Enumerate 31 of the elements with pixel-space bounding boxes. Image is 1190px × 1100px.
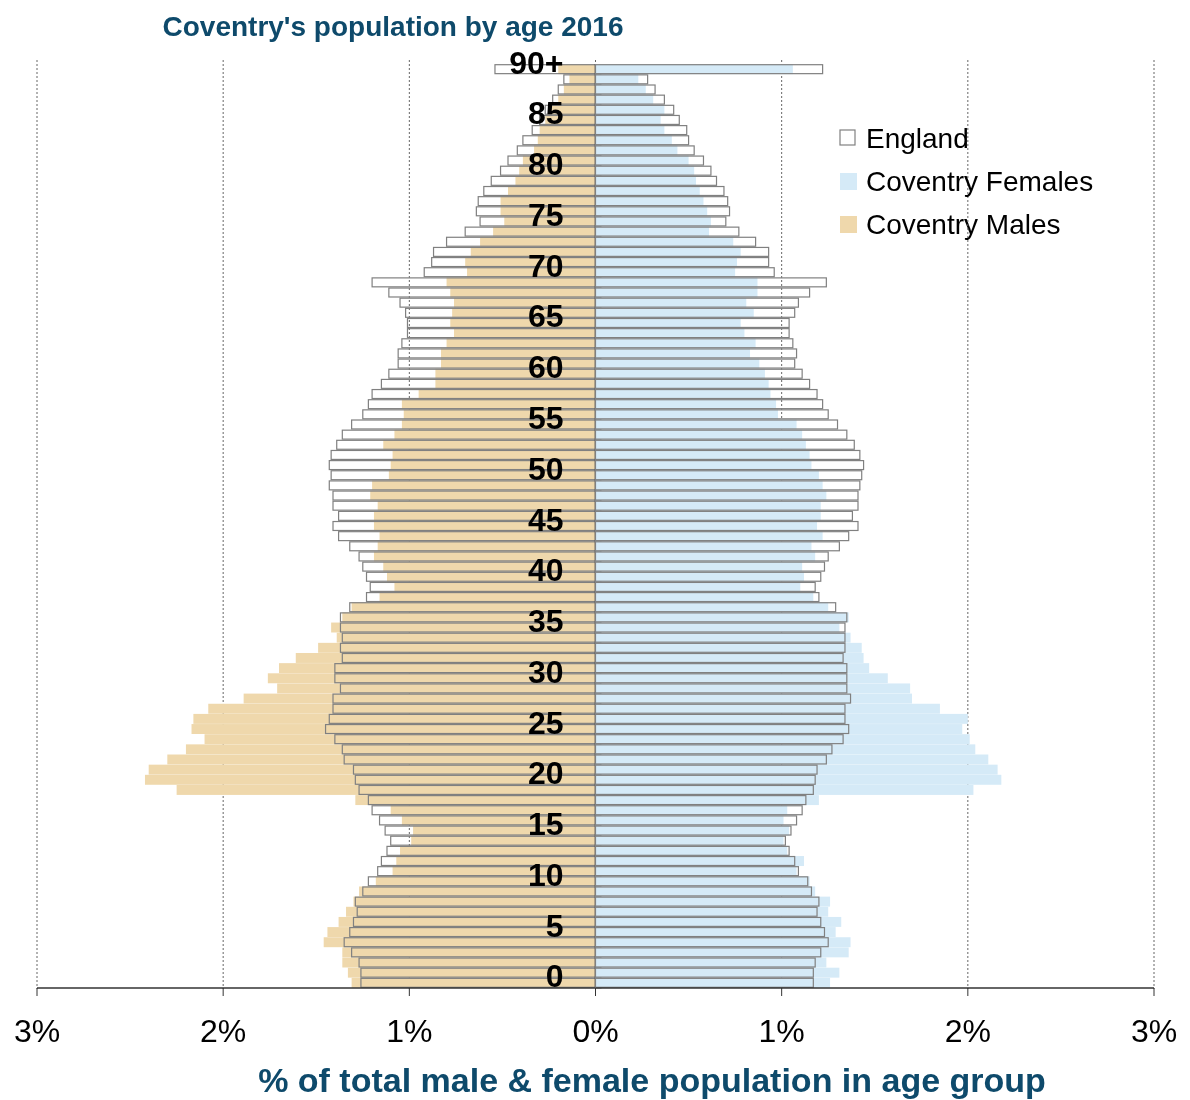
x-axis-title: % of total male & female population in age group <box>258 1061 1046 1099</box>
y-tick-label: 65 <box>527 298 564 335</box>
y-tick-label: 45 <box>527 501 564 538</box>
y-tick-label: 90+ <box>509 44 564 81</box>
y-tick-label: 60 <box>527 349 564 386</box>
y-tick-label: 70 <box>527 247 564 284</box>
legend-label: Coventry Females <box>866 165 1094 197</box>
y-tick-label: 25 <box>527 704 564 741</box>
y-tick-label: 20 <box>527 755 564 792</box>
y-tick-label: 85 <box>527 95 564 132</box>
x-tick-label: 2% <box>200 1013 247 1049</box>
y-tick-label: 40 <box>527 552 564 589</box>
legend-label: England <box>866 122 969 154</box>
y-tick-label: 0 <box>545 958 564 995</box>
x-tick-label: 2% <box>944 1013 991 1049</box>
y-tick-label: 80 <box>527 146 564 183</box>
y-tick-label: 30 <box>527 653 564 690</box>
y-tick-label: 55 <box>527 400 564 436</box>
x-tick-label: 3% <box>1130 1013 1178 1049</box>
y-tick-label: 10 <box>527 856 564 893</box>
x-tick-label: 3% <box>13 1013 61 1049</box>
legend-label: Coventry Males <box>866 208 1061 240</box>
x-tick-label: 1% <box>758 1013 805 1049</box>
y-tick-label: 5 <box>545 907 564 944</box>
y-tick-label: 15 <box>527 806 564 843</box>
y-tick-label: 35 <box>527 603 564 640</box>
y-tick-label: 75 <box>527 196 564 233</box>
x-tick-label: 0% <box>572 1013 619 1049</box>
chart-title: Coventry's population by age 2016 <box>162 11 624 42</box>
y-tick-label: 50 <box>527 450 564 487</box>
x-tick-label: 1% <box>386 1013 433 1049</box>
